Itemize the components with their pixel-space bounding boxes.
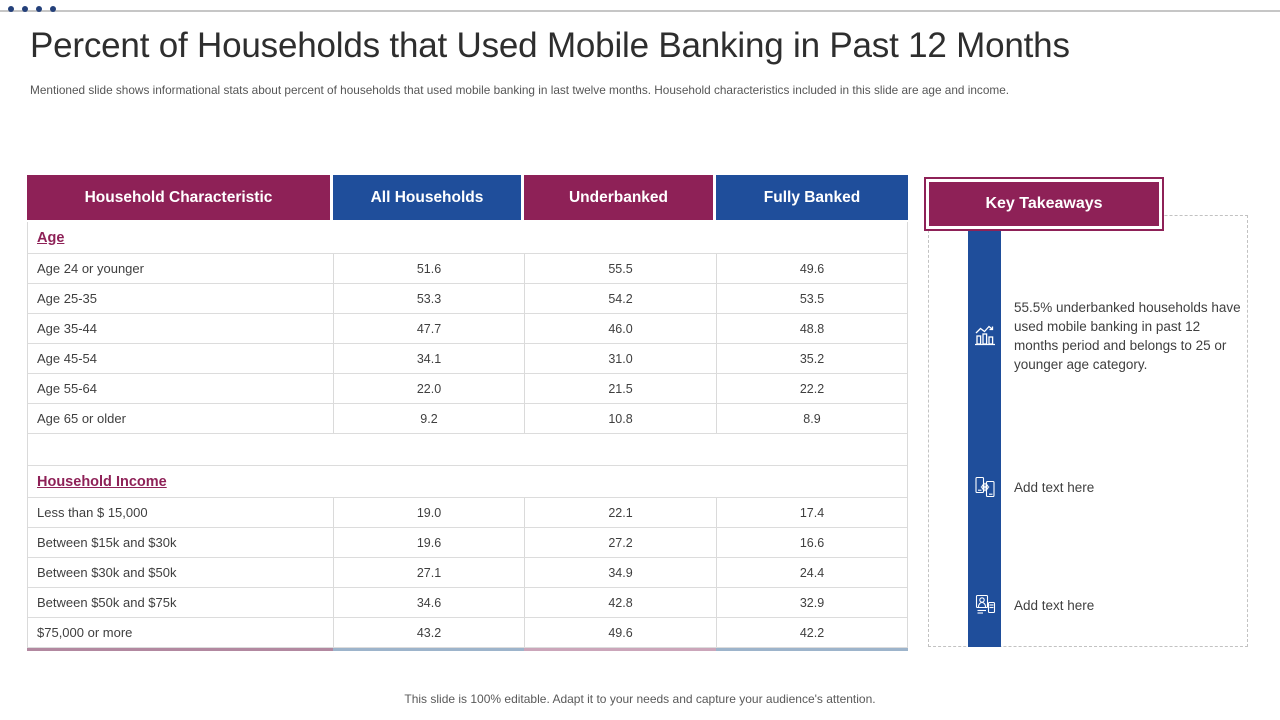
cell-value: 9.2 [333, 404, 524, 433]
table-row: Age 45-54 34.1 31.0 35.2 [28, 344, 907, 374]
table-section-row: Household Income [28, 466, 907, 498]
cell-value: 48.8 [716, 314, 907, 343]
section-label: Age [37, 229, 65, 246]
takeaway-placeholder-text[interactable]: Add text here [1014, 479, 1095, 495]
cell-value: 42.2 [716, 618, 907, 647]
takeaway-placeholder-text[interactable]: Add text here [1014, 597, 1095, 613]
cell-value: 24.4 [716, 558, 907, 587]
cell-value: 49.6 [716, 254, 907, 283]
cell-value: 8.9 [716, 404, 907, 433]
row-label: Age 24 or younger [37, 261, 144, 276]
table-row: $75,000 or more 43.2 49.6 42.2 [28, 618, 907, 648]
cell-value: 34.1 [333, 344, 524, 373]
cell-value: 27.2 [524, 528, 716, 557]
row-label: Between $30k and $50k [37, 565, 177, 580]
cell-value: 43.2 [333, 618, 524, 647]
table-row: Between $30k and $50k 27.1 34.9 24.4 [28, 558, 907, 588]
cell-value: 46.0 [524, 314, 716, 343]
header-all-households: All Households [333, 175, 524, 220]
row-label: Less than $ 15,000 [37, 505, 148, 520]
table-row: Less than $ 15,000 19.0 22.1 17.4 [28, 498, 907, 528]
growth-chart-icon [968, 324, 1001, 348]
takeaway-text: 55.5% underbanked households have used m… [1014, 300, 1241, 372]
dot-icon [8, 6, 14, 12]
cell-value: 54.2 [524, 284, 716, 313]
row-label: Age 25-35 [37, 291, 97, 306]
cell-value: 16.6 [716, 528, 907, 557]
cell-value: 31.0 [524, 344, 716, 373]
cell-value: 27.1 [333, 558, 524, 587]
row-label: Age 65 or older [37, 411, 126, 426]
cell-value: 35.2 [716, 344, 907, 373]
key-takeaways-title: Key Takeaways [985, 195, 1103, 212]
spacer-row [28, 434, 907, 466]
table-row: Between $50k and $75k 34.6 42.8 32.9 [28, 588, 907, 618]
cell-value: 53.3 [333, 284, 524, 313]
header-fully-banked: Fully Banked [716, 175, 908, 220]
table-body: Age Age 24 or younger 51.6 55.5 49.6 Age 25-3… [27, 222, 908, 648]
takeaway-item: 55.5% underbanked households have used m… [968, 278, 1242, 394]
table-row: Age 25-35 53.3 54.2 53.5 [28, 284, 907, 314]
cell-value: 49.6 [524, 618, 716, 647]
top-divider-line [0, 10, 1280, 12]
row-label: Between $50k and $75k [37, 595, 177, 610]
key-takeaways-header-fill: Key Takeaways [929, 182, 1159, 226]
cell-value: 21.5 [524, 374, 716, 403]
header-household-characteristic: Household Characteristic [27, 175, 333, 220]
row-label: $75,000 or more [37, 625, 133, 640]
row-label: Age 45-54 [37, 351, 97, 366]
takeaway-item: Add text here [968, 457, 1242, 517]
table-row: Age 55-64 22.0 21.5 22.2 [28, 374, 907, 404]
table-bottom-strips [27, 648, 908, 651]
user-device-icon [968, 593, 1001, 617]
mobile-settings-icon [968, 475, 1001, 499]
table-row: Between $15k and $30k 19.6 27.2 16.6 [28, 528, 907, 558]
section-label: Household Income [37, 473, 167, 490]
cell-value: 47.7 [333, 314, 524, 343]
cell-value: 17.4 [716, 498, 907, 527]
cell-value: 22.2 [716, 374, 907, 403]
strip-col2 [333, 648, 524, 651]
table-header-row: Household Characteristic All Households … [27, 175, 908, 220]
footer-note: This slide is 100% editable. Adapt it to… [404, 692, 876, 706]
dot-icon [50, 6, 56, 12]
cell-value: 10.8 [524, 404, 716, 433]
top-dot-decoration [8, 6, 56, 12]
icon-rail [968, 231, 1001, 647]
cell-value: 34.9 [524, 558, 716, 587]
slide-title: Percent of Households that Used Mobile B… [30, 26, 1070, 65]
cell-value: 53.5 [716, 284, 907, 313]
strip-col3 [524, 648, 716, 651]
cell-value: 55.5 [524, 254, 716, 283]
takeaway-item: Add text here [968, 575, 1242, 635]
dot-icon [22, 6, 28, 12]
row-label: Between $15k and $30k [37, 535, 177, 550]
dot-icon [36, 6, 42, 12]
cell-value: 51.6 [333, 254, 524, 283]
table-section-row: Age [28, 222, 907, 254]
strip-col4 [716, 648, 908, 651]
mobile-banking-table: Household Characteristic All Households … [27, 175, 908, 651]
cell-value: 32.9 [716, 588, 907, 617]
row-label: Age 55-64 [37, 381, 97, 396]
key-takeaways-header: Key Takeaways [924, 177, 1164, 231]
row-label: Age 35-44 [37, 321, 97, 336]
cell-value: 22.1 [524, 498, 716, 527]
cell-value: 42.8 [524, 588, 716, 617]
table-row: Age 24 or younger 51.6 55.5 49.6 [28, 254, 907, 284]
cell-value: 34.6 [333, 588, 524, 617]
cell-value: 19.0 [333, 498, 524, 527]
strip-col1 [27, 648, 333, 651]
table-row: Age 65 or older 9.2 10.8 8.9 [28, 404, 907, 434]
slide-subtitle: Mentioned slide shows informational stat… [30, 83, 1010, 97]
cell-value: 19.6 [333, 528, 524, 557]
header-underbanked: Underbanked [524, 175, 716, 220]
table-row: Age 35-44 47.7 46.0 48.8 [28, 314, 907, 344]
cell-value: 22.0 [333, 374, 524, 403]
